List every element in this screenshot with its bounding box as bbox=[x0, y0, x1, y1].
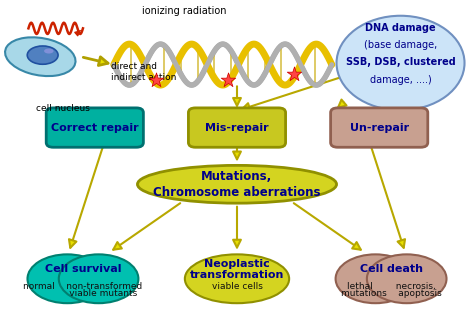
Ellipse shape bbox=[367, 255, 447, 303]
Text: ionizing radiation: ionizing radiation bbox=[142, 6, 227, 16]
Text: Mutations,
Chromosome aberrations: Mutations, Chromosome aberrations bbox=[153, 170, 321, 199]
FancyBboxPatch shape bbox=[188, 108, 285, 147]
Text: lethal        necrosis,: lethal necrosis, bbox=[346, 282, 436, 291]
Text: (base damage,: (base damage, bbox=[364, 40, 437, 50]
Text: viable mutants: viable mutants bbox=[29, 289, 137, 298]
Text: Neoplastic
transformation: Neoplastic transformation bbox=[190, 259, 284, 280]
Text: Mis-repair: Mis-repair bbox=[205, 123, 269, 133]
Text: viable cells: viable cells bbox=[211, 282, 263, 291]
Text: damage, ....): damage, ....) bbox=[370, 75, 431, 84]
FancyBboxPatch shape bbox=[331, 108, 428, 147]
Point bbox=[290, 72, 298, 77]
Ellipse shape bbox=[5, 37, 75, 76]
Ellipse shape bbox=[337, 16, 465, 110]
Text: mutations    apoptosis: mutations apoptosis bbox=[341, 289, 441, 298]
Point bbox=[153, 78, 160, 83]
Text: direct and
indirect action: direct and indirect action bbox=[111, 62, 177, 83]
Text: cell nucleus: cell nucleus bbox=[36, 104, 90, 113]
Ellipse shape bbox=[185, 255, 289, 303]
FancyBboxPatch shape bbox=[46, 108, 143, 147]
Ellipse shape bbox=[27, 46, 58, 64]
Text: DNA damage: DNA damage bbox=[365, 23, 436, 32]
Text: SSB, DSB, clustered: SSB, DSB, clustered bbox=[346, 57, 456, 67]
Ellipse shape bbox=[44, 49, 54, 54]
Text: Cell death: Cell death bbox=[360, 264, 422, 274]
Ellipse shape bbox=[59, 255, 138, 303]
Ellipse shape bbox=[27, 255, 107, 303]
Point bbox=[224, 77, 231, 82]
Text: normal    non-transformed: normal non-transformed bbox=[23, 282, 143, 291]
Text: Un-repair: Un-repair bbox=[350, 123, 409, 133]
Ellipse shape bbox=[137, 165, 337, 203]
Text: Cell survival: Cell survival bbox=[45, 264, 121, 274]
Ellipse shape bbox=[336, 255, 415, 303]
Text: Correct repair: Correct repair bbox=[51, 123, 138, 133]
